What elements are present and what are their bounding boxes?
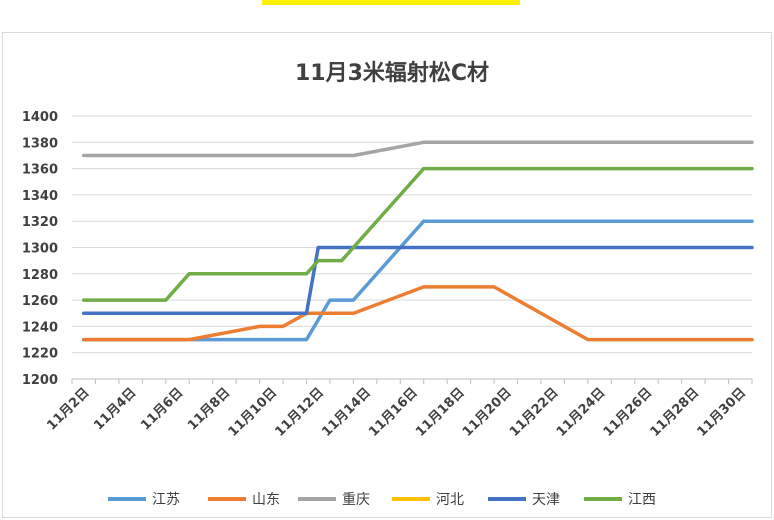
y-tick-label: 1340: [22, 189, 58, 204]
y-tick-label: 1400: [22, 110, 58, 125]
legend-label: 山东: [252, 492, 280, 508]
x-tick-label: 11月24日: [554, 385, 609, 440]
series-line-天津: [81, 245, 754, 316]
x-tick-label: 11月10日: [226, 385, 281, 440]
x-tick-label: 11月20日: [460, 385, 515, 440]
series-line-江西: [81, 166, 754, 302]
x-tick-label: 11月2日: [44, 385, 92, 433]
x-tick-label: 11月6日: [138, 385, 186, 433]
legend-label: 江苏: [152, 492, 180, 508]
y-tick-label: 1360: [22, 163, 58, 178]
chart-frame: [2, 32, 772, 518]
x-tick-label: 11月8日: [185, 385, 233, 433]
legend-label: 天津: [532, 492, 560, 508]
y-tick-label: 1200: [22, 373, 58, 388]
x-tick-label: 11月14日: [319, 385, 374, 440]
y-tick-label: 1320: [22, 215, 58, 230]
series-line-重庆: [81, 140, 754, 158]
y-tick-label: 1240: [22, 320, 58, 335]
y-tick-label: 1380: [22, 136, 58, 151]
legend: 江苏 山东 重庆 河北 天津 江西: [108, 492, 656, 508]
x-tick-label: 11月22日: [507, 385, 562, 440]
x-tick-label: 11月26日: [601, 385, 656, 440]
legend-label: 重庆: [342, 492, 370, 508]
y-tick-label: 1300: [22, 242, 58, 257]
legend-label: 河北: [436, 492, 464, 508]
legend-label: 江西: [628, 492, 656, 508]
x-tick-label: 11月18日: [413, 385, 468, 440]
top-highlight-bar: [262, 0, 520, 5]
x-tick-label: 11月16日: [366, 385, 421, 440]
y-tick-label: 1260: [22, 294, 58, 309]
x-tick-label: 11月12日: [272, 385, 327, 440]
chart-title: 11月3米辐射松C材: [295, 60, 489, 86]
series-line-山东: [81, 285, 754, 342]
x-tick-label: 11月28日: [648, 385, 703, 440]
series-lines: [81, 140, 754, 342]
axes: 1200 1220 1240 1260 1280 1300 1320 1340 1360 1380…: [22, 110, 753, 440]
x-tick-label: 11月30日: [695, 385, 750, 440]
x-tick-label: 11月4日: [91, 385, 139, 433]
y-tick-label: 1280: [22, 268, 58, 283]
y-tick-label: 1220: [22, 347, 58, 362]
